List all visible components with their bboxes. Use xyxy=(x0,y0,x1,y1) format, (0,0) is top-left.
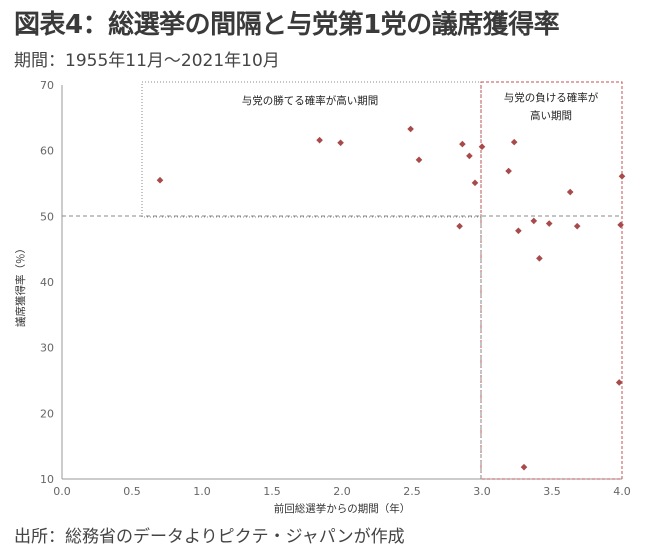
data-point xyxy=(530,217,538,225)
x-tick-label: 4.0 xyxy=(613,485,631,498)
x-tick-label: 1.5 xyxy=(263,485,281,498)
data-point xyxy=(515,227,522,235)
data-point xyxy=(407,125,414,133)
data-point xyxy=(573,222,581,230)
x-tick-label: 3.5 xyxy=(543,485,561,498)
x-tick-label: 0.0 xyxy=(53,485,71,498)
y-tick-label: 60 xyxy=(40,145,54,158)
x-tick-labels: 0.0 0.5 1.0 1.5 2.0 2.5 3.0 3.5 4.0 xyxy=(53,485,631,498)
data-point xyxy=(471,179,479,187)
data-point xyxy=(456,222,463,230)
x-tick-label: 2.0 xyxy=(333,485,351,498)
data-point xyxy=(520,463,528,471)
y-tick-label: 20 xyxy=(40,407,54,420)
lose-period-box xyxy=(480,81,623,480)
y-tick-label: 70 xyxy=(40,79,54,92)
data-point xyxy=(505,167,512,175)
data-point xyxy=(415,156,423,164)
y-tick-labels: 10 20 30 40 50 60 70 xyxy=(40,79,54,486)
x-tick-label: 3.0 xyxy=(473,485,491,498)
data-point xyxy=(536,255,543,262)
data-points xyxy=(156,125,626,471)
y-tick-label: 10 xyxy=(40,473,54,486)
x-axis-title: 前回総選挙からの期間（年） xyxy=(274,502,411,515)
data-point xyxy=(156,176,164,184)
data-point xyxy=(459,140,466,148)
lose-period-label-line1: 与党の負ける確率が xyxy=(504,91,599,104)
lose-period-label-line2: 高い期間 xyxy=(530,109,572,122)
y-axis-title: 議席獲得率（％） xyxy=(14,243,27,327)
y-tick-label: 50 xyxy=(40,210,54,223)
data-point xyxy=(545,220,553,227)
data-point xyxy=(617,221,624,229)
x-tick-label: 1.0 xyxy=(193,485,211,498)
source-note: 出所：総務省のデータよりピクテ・ジャパンが作成 xyxy=(14,527,405,547)
data-point xyxy=(566,188,574,196)
win-period-label: 与党の勝てる確率が高い期間 xyxy=(242,94,379,107)
data-point xyxy=(466,152,473,160)
x-tick-label: 0.5 xyxy=(123,485,141,498)
data-point xyxy=(618,172,626,180)
data-point xyxy=(316,136,323,144)
chart-period-subtitle: 期間：1955年11月～2021年10月 xyxy=(14,51,280,71)
data-point xyxy=(478,143,486,151)
data-point xyxy=(510,138,518,146)
y-tick-label: 40 xyxy=(40,276,54,289)
data-point xyxy=(337,139,344,147)
x-tick-label: 2.5 xyxy=(403,485,421,498)
y-tick-label: 30 xyxy=(40,342,54,355)
data-point xyxy=(615,379,623,386)
chart-title: 図表4：総選挙の間隔と与党第1党の議席獲得率 xyxy=(14,10,560,40)
